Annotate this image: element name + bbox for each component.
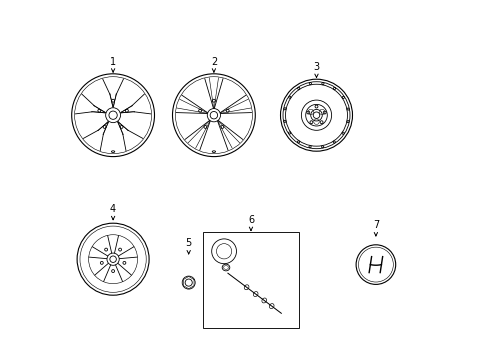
Text: 3: 3 <box>313 62 319 72</box>
Text: 5: 5 <box>185 238 191 248</box>
Text: 4: 4 <box>110 204 116 214</box>
Ellipse shape <box>269 303 273 309</box>
Text: 1: 1 <box>110 57 116 67</box>
Ellipse shape <box>212 151 215 152</box>
Ellipse shape <box>111 151 115 152</box>
Ellipse shape <box>253 292 258 297</box>
Text: 2: 2 <box>210 57 217 67</box>
Text: 6: 6 <box>247 215 254 225</box>
Ellipse shape <box>244 285 248 290</box>
Text: 7: 7 <box>372 220 378 230</box>
Ellipse shape <box>262 298 266 303</box>
Bar <box>203 232 298 328</box>
